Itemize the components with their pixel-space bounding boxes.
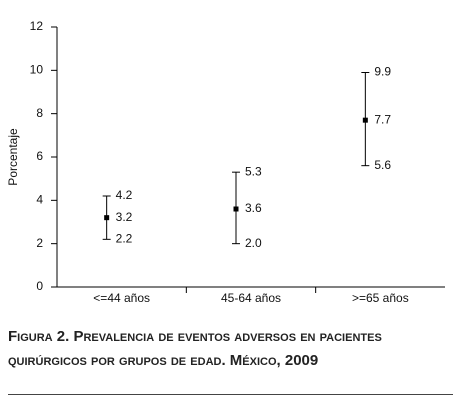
y-axis-label: Porcentaje <box>6 128 20 186</box>
y-tick-label: 8 <box>36 106 43 120</box>
value-label: 3.6 <box>245 201 262 215</box>
rule <box>8 394 453 395</box>
y-tick-label: 6 <box>36 149 43 163</box>
caption: Figura 2. Prevalencia de eventos adverso… <box>8 328 382 369</box>
upper-label: 9.9 <box>374 65 391 79</box>
y-tick-label: 12 <box>30 19 44 33</box>
chart: Porcentaje 0 2 4 6 8 10 12 <=44 años 45-64 años >… <box>6 19 445 305</box>
y-tick-label: 2 <box>36 236 43 250</box>
value-label: 3.2 <box>116 210 133 224</box>
lower-label: 2.2 <box>116 232 133 246</box>
y-tick-label: 10 <box>30 63 44 77</box>
point <box>362 117 368 123</box>
point <box>233 206 239 212</box>
upper-label: 4.2 <box>116 188 133 202</box>
upper-label: 5.3 <box>245 164 262 178</box>
y-tick-label: 4 <box>36 193 43 207</box>
y-tick-label: 0 <box>36 279 43 293</box>
lower-label: 5.6 <box>374 158 391 172</box>
x-tick-label: >=65 años <box>352 291 409 305</box>
lower-label: 2.0 <box>245 236 262 250</box>
x-tick-label: <=44 años <box>93 291 150 305</box>
value-label: 7.7 <box>374 112 391 126</box>
point <box>104 215 110 221</box>
x-tick-label: 45-64 años <box>221 291 281 305</box>
